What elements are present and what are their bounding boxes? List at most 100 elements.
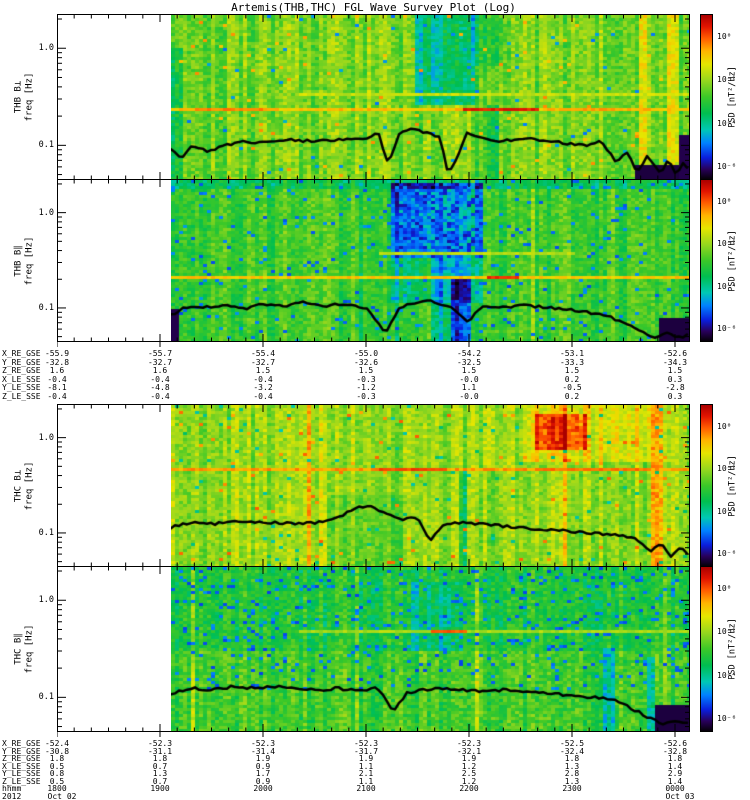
ephemeris-value: 1.2 [461,761,477,771]
ephemeris-row: Z_LE_SSE -0.4 -0.4 -0.4 -0.3 -0.0 0.2 0.3 [0,392,750,401]
ephemeris-row: X_RE_GSE -52.4 -52.3 -52.3 -52.3 -52.3 -52.5 -5… [0,739,750,748]
ephemeris-value: 1.2 [461,776,477,786]
ephemeris-value: -0.4 [47,391,67,401]
ephemeris-value: -0.0 [459,374,479,384]
ephemeris-value: -52.3 [147,739,173,748]
ephemeris-value: -32.8 [662,746,688,756]
ephemeris-value: 2.9 [667,769,683,778]
ephemeris-value: -55.9 [44,349,70,358]
ephemeris-value: -52.3 [353,739,379,748]
time-tick-label: 2200 [459,784,479,793]
ephemeris-value: -0.5 [562,383,582,392]
ephemeris-value: -53.1 [559,349,585,358]
colorbar-axis-label: PSD [nT²/Hz] [722,179,744,342]
ephemeris-value: 1.9 [255,754,271,763]
ephemeris-row: X_LE_SSE -0.4 -0.4 -0.4 -0.3 -0.0 0.2 0.3 [0,375,750,384]
ephemeris-row: Z_RE_GSE 1.8 1.8 1.9 1.9 1.9 1.8 1.8 [0,754,750,763]
y-tick-label: 1.0 [38,207,54,218]
ephemeris-value: -52.3 [456,739,482,748]
ephemeris-value: -34.3 [662,357,688,367]
ephemeris-row-label: Y_RE_GSE [2,357,41,367]
ephemeris-value: -32.1 [456,746,482,756]
ephemeris-value: 2.8 [564,769,580,778]
ephemeris-row: Z_LE_SSE 0.5 0.7 0.9 1.1 1.2 1.3 1.4 [0,777,750,786]
ephemeris-row-label: Z_LE_SSE [2,391,41,401]
freq-axis-label: freq [Hz] [24,624,34,674]
spectrogram-canvas-thb-bpar [171,180,689,341]
date-label: Oct 03 [665,792,695,800]
time-axis-label: hhmm [2,784,22,793]
ephemeris-row-label: X_LE_SSE [2,761,41,771]
ephemeris-value: 0.8 [49,769,65,778]
ephemeris-value: 1.8 [564,754,580,763]
ephemeris-value: -32.4 [559,746,585,756]
ephemeris-value: 1.5 [667,366,683,375]
time-tick-label: 1900 [150,784,170,793]
y-tick-label: 1.0 [38,43,54,54]
ephemeris-value: 1.3 [152,769,168,778]
ephemeris-value: 0.2 [564,391,580,401]
date-label: Oct 02 [47,792,77,800]
ephemeris-value: -31.7 [353,746,379,756]
ephemeris-value: -30.8 [44,746,70,756]
freq-axis-label: freq [Hz] [24,236,34,285]
time-tick-label: 2100 [356,784,376,793]
y-axis-label-thc-bperp: THC B⊥ freq [Hz] [6,404,42,567]
ephemeris-block-thc: X_RE_GSE -52.4 -52.3 -52.3 -52.3 -52.3 -52.5 -5… [0,739,750,800]
y-tick-label: 0.1 [38,527,54,538]
colorbar-tick-label: 10⁻⁶ [717,161,737,171]
ephemeris-value: 1.1 [358,761,374,771]
time-axis-row: hhmm 1800 1900 2000 2100 2200 2300 0000 [0,784,750,793]
ephemeris-value: -31.1 [147,746,173,756]
ephemeris-value: 1.3 [564,761,580,771]
ephemeris-row-label: Z_LE_SSE [2,776,41,786]
outer-hour-ticks [57,342,676,347]
freq-axis-label: freq [Hz] [24,461,34,510]
ephemeris-value: 1.6 [152,366,168,375]
date-row: 2012 Oct 02 Oct 03 [0,792,750,800]
colorbar-tick-label: 10⁻² [717,239,737,249]
ephemeris-value: 0.5 [49,776,65,786]
spectrogram-canvas-thc-bperp [171,405,689,566]
ephemeris-value: -52.4 [44,739,70,748]
colorbar-axis-label-text: PSD [nT²/Hz] [728,454,739,517]
ephemeris-value: -0.3 [356,374,376,384]
ephemeris-value: -0.0 [459,391,479,401]
panel-name-label: THB B⊥ [13,80,23,114]
ephemeris-block-thb: X_RE_GSE -55.9 -55.7 -55.4 -55.0 -54.2 -53.1 -5… [0,349,750,401]
spectrogram-panel-thc-bpar [57,566,690,732]
ephemeris-value: 2.1 [358,769,374,778]
ephemeris-value: -0.4 [47,374,67,384]
ephemeris-value: -55.0 [353,349,379,358]
colorbar-tick-label: 10⁻⁴ [717,281,737,291]
ephemeris-value: 0.7 [152,776,168,786]
time-tick-label: 1800 [47,784,67,793]
y-tick-label: 0.1 [38,140,54,151]
ephemeris-value: -3.2 [253,383,273,392]
ephemeris-value: 1.6 [49,366,65,375]
ephemeris-value: -0.4 [253,391,273,401]
plot-title: Artemis(THB,THC) FGL Wave Survey Plot (L… [231,1,516,14]
panel-name-label: THC B⊥ [13,469,23,502]
ephemeris-value: 1.4 [667,776,683,786]
ephemeris-value: 0.9 [255,761,271,771]
ephemeris-value: -32.7 [147,357,173,367]
ephemeris-value: -31.4 [250,746,276,756]
colorbar-tick-label: 10⁻⁶ [717,713,737,723]
colorbar-axis-label-text: PSD [nT²/Hz] [728,229,739,292]
ephemeris-value: 1.7 [255,769,271,778]
ephemeris-value: -55.7 [147,349,173,358]
ephemeris-row-label: X_LE_SSE [2,374,41,384]
ephemeris-value: -32.6 [353,357,379,367]
ephemeris-row-label: Z_RE_GSE [2,754,41,763]
ephemeris-value: 1.3 [564,776,580,786]
ephemeris-value: -0.3 [356,391,376,401]
y-axis-label-text: THC B∥ freq [Hz] [13,625,35,674]
ephemeris-row-label: X_RE_GSE [2,349,41,358]
colorbar-axis-label: PSD [nT²/Hz] [722,404,744,567]
colorbar-tick-label: 10⁻² [717,627,737,637]
spectrogram-panel-thb-bperp [57,14,690,180]
y-tick-label: 0.1 [38,692,54,703]
colorbar-tick-label: 10⁰ [717,196,732,206]
ephemeris-row: Y_LE_SSE -8.1 -4.8 -3.2 -1.2 1.1 -0.5 -2.8 [0,383,750,392]
